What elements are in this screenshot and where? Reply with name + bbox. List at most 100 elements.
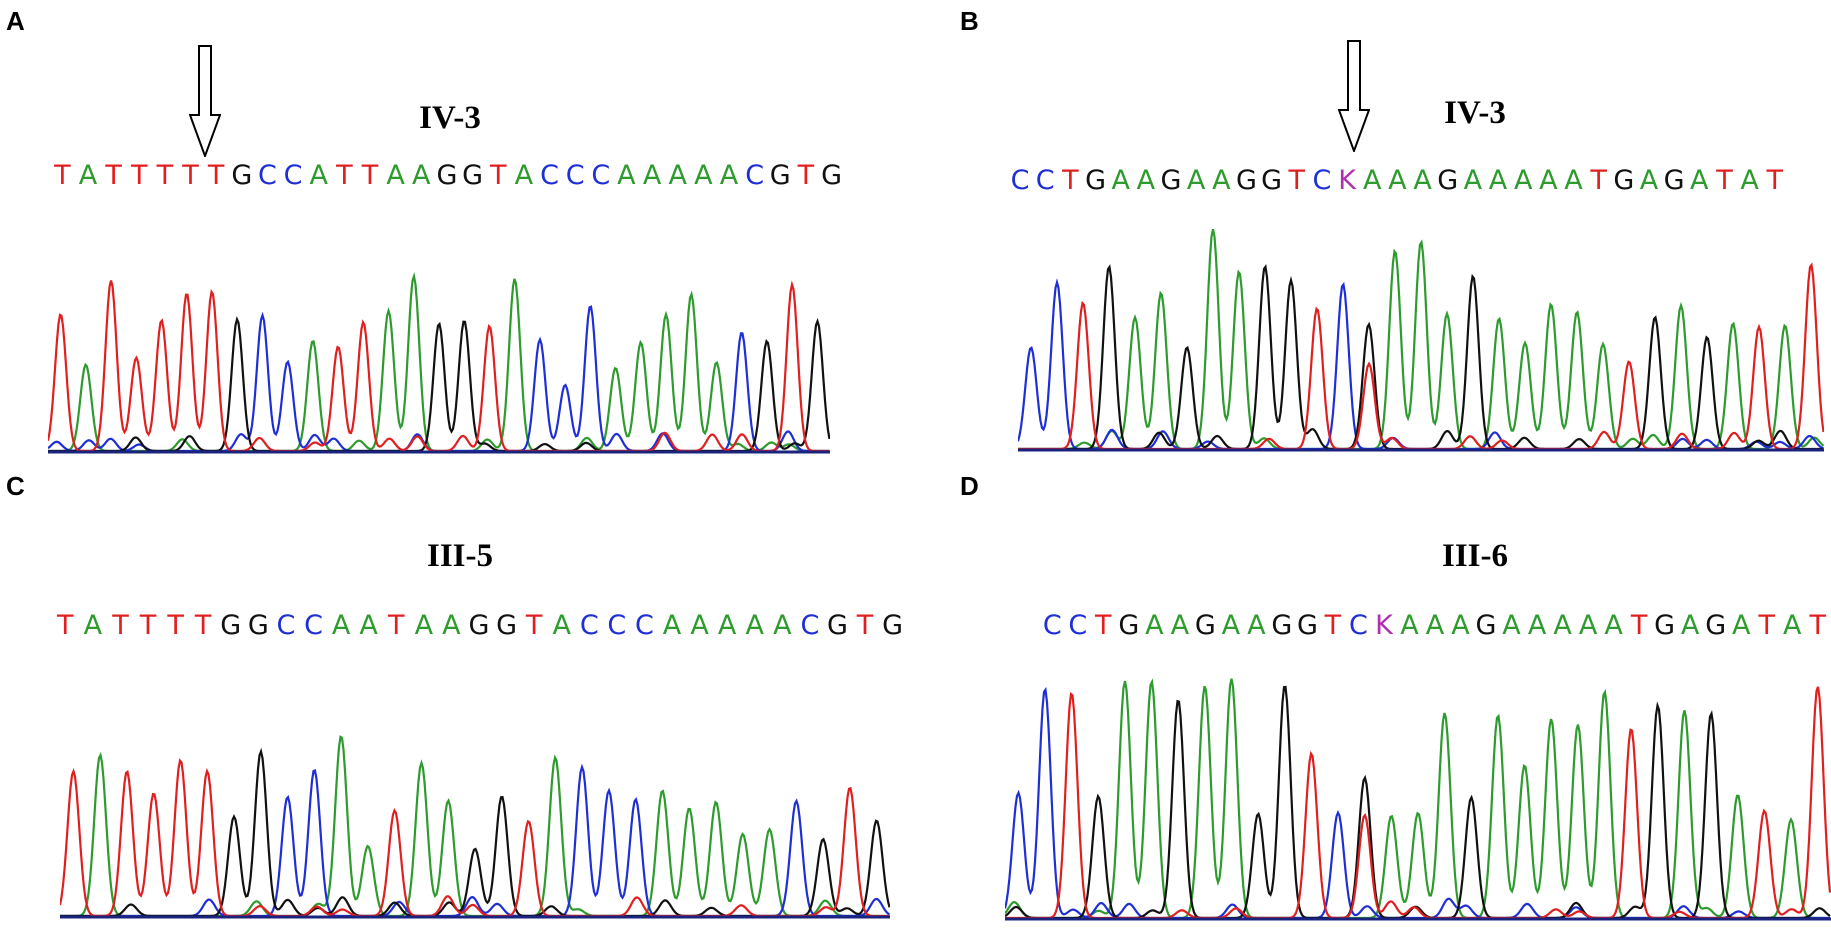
trace-a	[60, 735, 890, 918]
base-call: G	[769, 160, 792, 191]
base-call: A	[642, 160, 663, 191]
base-call: A	[386, 160, 406, 191]
base-call: T	[1095, 610, 1113, 641]
base-call: G	[436, 160, 459, 191]
base-call: T	[167, 610, 185, 641]
trace-t	[48, 280, 830, 453]
base-call: A	[309, 160, 329, 191]
base-call: T	[525, 610, 544, 641]
base-call: G	[1613, 165, 1636, 196]
base-call: C	[283, 160, 304, 191]
base-call: A	[719, 160, 740, 191]
base-call: T	[1766, 165, 1785, 196]
sample-title: III-6	[1441, 538, 1509, 574]
base-call: G	[220, 610, 243, 641]
base-call: G	[1437, 165, 1460, 196]
base-call: A	[1782, 610, 1803, 641]
base-call: A	[1425, 610, 1446, 641]
base-call: A	[1539, 165, 1559, 196]
base-call: T	[1288, 165, 1307, 196]
chromatogram	[60, 735, 890, 919]
base-call: A	[1690, 165, 1710, 196]
base-call: T	[489, 160, 508, 191]
base-call: A	[1388, 165, 1408, 196]
base-call: G	[821, 160, 843, 191]
base-call: G	[1654, 610, 1677, 641]
panel-label: D	[960, 471, 979, 501]
base-call: A	[717, 610, 738, 641]
base-call: T	[139, 610, 158, 641]
base-call: G	[1085, 165, 1108, 196]
base-call: C	[1042, 610, 1063, 641]
base-call: T	[1590, 165, 1608, 196]
base-call: C	[540, 160, 560, 191]
base-call: T	[54, 160, 72, 191]
base-call: A	[1639, 165, 1660, 196]
base-call: A	[1186, 165, 1207, 196]
base-call: A	[1413, 165, 1433, 196]
base-call: A	[1136, 165, 1157, 196]
base-call: C	[258, 160, 278, 191]
base-call: A	[414, 610, 435, 641]
base-call: T	[1809, 610, 1827, 641]
base-call: A	[1145, 610, 1165, 641]
panel-label: C	[6, 471, 25, 501]
base-call: G	[1663, 165, 1686, 196]
base-call: A	[668, 160, 688, 191]
trace-a	[48, 271, 830, 453]
base-call: A	[78, 160, 99, 191]
base-call: A	[1463, 165, 1484, 196]
sample-title: IV-3	[1444, 95, 1506, 131]
base-call: T	[1716, 165, 1734, 196]
base-call: T	[194, 610, 213, 641]
base-call: G	[247, 610, 270, 641]
base-call: A	[1680, 610, 1701, 641]
base-call: A	[1400, 610, 1420, 641]
base-call: A	[1740, 165, 1760, 196]
base-call: A	[1363, 165, 1383, 196]
base-call: A	[1578, 610, 1599, 641]
base-call: C	[800, 610, 821, 641]
base-call: G	[1194, 610, 1217, 641]
trace-a	[1005, 678, 1830, 920]
base-call: C	[1312, 165, 1333, 196]
base-call: G	[1705, 610, 1728, 641]
sample-title: III-5	[426, 538, 494, 574]
base-call: C	[1349, 610, 1369, 641]
base-call: A	[662, 610, 683, 641]
base-call: A	[331, 610, 352, 641]
base-call: A	[1527, 610, 1548, 641]
base-call: T	[105, 160, 123, 191]
base-call: A	[1553, 610, 1573, 641]
base-call: T	[361, 160, 380, 191]
base-call: T	[1758, 610, 1776, 641]
base-call: G	[1475, 610, 1498, 641]
base-call: T	[156, 160, 175, 191]
base-call: C	[607, 610, 628, 641]
base-call: G	[1261, 165, 1284, 196]
base-call: T	[856, 610, 875, 641]
panel-label: A	[6, 6, 25, 36]
base-call: A	[1564, 165, 1584, 196]
base-call: A	[745, 610, 765, 641]
base-call: C	[1010, 165, 1031, 196]
base-call: G	[882, 610, 905, 641]
base-call: T	[1324, 610, 1343, 641]
base-call: A	[617, 160, 637, 191]
base-call: T	[1062, 165, 1080, 196]
base-call: K	[1375, 610, 1394, 641]
base-call: G	[1236, 165, 1258, 196]
base-call: A	[1221, 610, 1242, 641]
mutation-arrow-icon	[1338, 40, 1370, 152]
base-call: A	[694, 160, 714, 191]
base-call: G	[1271, 610, 1294, 641]
base-call: A	[83, 610, 104, 641]
base-call: T	[207, 160, 226, 191]
base-call: T	[336, 160, 354, 191]
base-call: C	[591, 160, 612, 191]
base-call: T	[797, 160, 816, 191]
base-call: A	[1212, 165, 1232, 196]
